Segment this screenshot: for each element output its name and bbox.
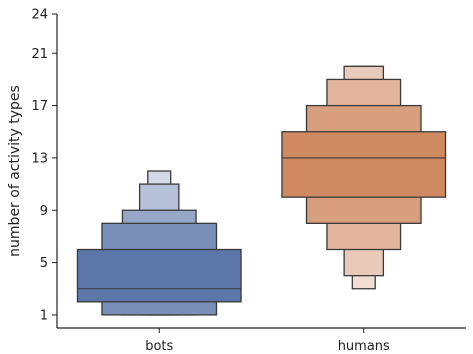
y-tick-label-9: 9 [40, 204, 48, 219]
y-tick-label-1: 1 [40, 308, 48, 323]
y-tick-label-21: 21 [31, 47, 48, 62]
axes: bots humans 1 5 9 13 17 21 24 [31, 8, 466, 354]
plot-area [76, 65, 447, 316]
y-tick-label-5: 5 [40, 256, 48, 271]
y-tick-label-13: 13 [31, 151, 48, 166]
y-axis-label: number of activity types [7, 85, 23, 257]
bots-x-tick-label: bots [145, 339, 173, 354]
humans-x-tick-label: humans [338, 339, 390, 354]
humans-box-level-1 [281, 131, 447, 198]
y-tick-label-17: 17 [31, 99, 48, 114]
y-tick-label-24: 24 [31, 8, 48, 23]
bots-box-level-1 [76, 248, 242, 303]
